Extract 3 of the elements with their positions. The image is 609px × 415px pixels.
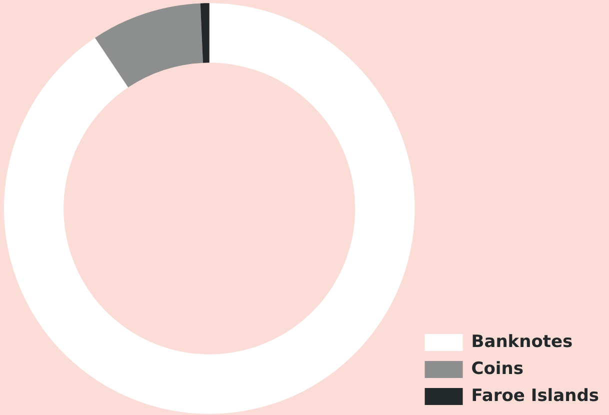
legend-label: Faroe Islands (471, 386, 599, 406)
legend-label: Coins (471, 358, 524, 379)
legend-label: Banknotes (471, 332, 573, 352)
